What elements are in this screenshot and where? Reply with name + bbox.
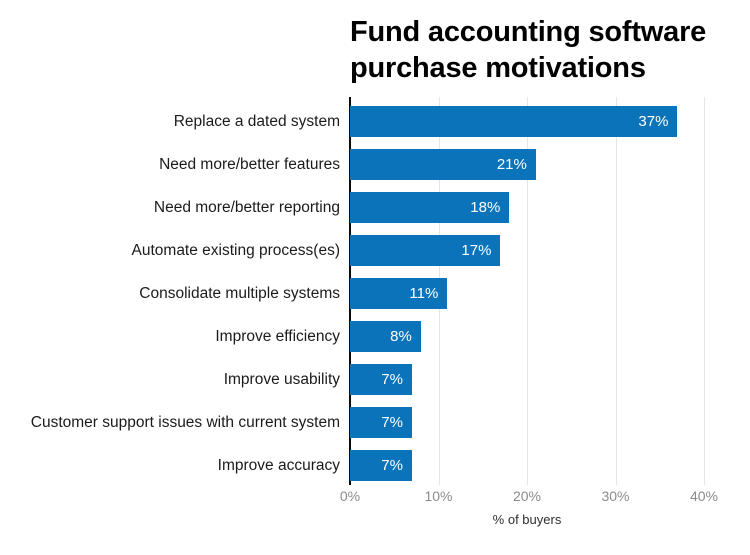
gridline <box>704 97 705 485</box>
bar-value-label: 7% <box>381 371 403 388</box>
chart-title: Fund accounting software purchase motiva… <box>350 16 707 84</box>
chart-row: Customer support issues with current sys… <box>0 401 704 444</box>
bar: 7% <box>350 407 412 438</box>
x-axis-title: % of buyers <box>492 512 562 527</box>
chart-row: Replace a dated system 37% <box>0 100 704 143</box>
gridline <box>527 97 528 485</box>
category-label: Automate existing process(es) <box>131 241 340 259</box>
bar-value-label: 37% <box>638 113 669 130</box>
bar: 8% <box>350 321 421 352</box>
bar: 11% <box>350 278 448 309</box>
category-label: Improve efficiency <box>215 327 340 345</box>
bar-value-label: 17% <box>461 242 492 259</box>
chart-row: Consolidate multiple systems 11% <box>0 272 704 315</box>
bar-value-label: 21% <box>496 156 527 173</box>
category-label: Customer support issues with current sys… <box>30 413 340 431</box>
x-axis: 0% 10% 20% 30% 40% <box>340 488 718 504</box>
x-tick-label: 20% <box>512 488 542 504</box>
bar-value-label: 8% <box>390 328 412 345</box>
bar: 37% <box>350 106 678 137</box>
category-label: Improve usability <box>223 370 340 388</box>
x-tick-label: 30% <box>601 488 630 504</box>
category-label: Improve accuracy <box>217 456 340 474</box>
bar-track: 8% <box>350 321 704 352</box>
bar-track: 7% <box>350 407 704 438</box>
category-label: Replace a dated system <box>173 112 340 130</box>
chart-row: Automate existing process(es) 17% <box>0 229 704 272</box>
bar-track: 7% <box>350 364 704 395</box>
bar-track: 7% <box>350 450 704 481</box>
x-tick-label: 0% <box>339 488 361 504</box>
bar-value-label: 11% <box>409 285 439 302</box>
gridline <box>615 97 617 485</box>
bar-value-label: 18% <box>470 199 501 216</box>
bar-track: 37% <box>350 106 704 137</box>
category-label: Need more/better reporting <box>153 198 340 216</box>
bar: 7% <box>350 450 412 481</box>
chart-rows: Replace a dated system 37% Need more/bette… <box>0 100 704 487</box>
category-label: Need more/better features <box>159 155 340 173</box>
chart-row: Improve efficiency 8% <box>0 315 704 358</box>
chart-row: Need more/better features 21% <box>0 143 704 186</box>
bar-track: 18% <box>350 192 704 223</box>
chart-row: Need more/better reporting 18% <box>0 186 704 229</box>
chart-row: Improve accuracy 7% <box>0 444 704 487</box>
x-tick-label: 10% <box>424 488 453 504</box>
bar: 21% <box>350 149 536 180</box>
bar-track: 11% <box>350 278 704 309</box>
bar-value-label: 7% <box>381 457 403 474</box>
bar-track: 17% <box>350 235 704 266</box>
category-label: Consolidate multiple systems <box>139 284 340 302</box>
bar: 18% <box>350 192 510 223</box>
chart-row: Improve usability 7% <box>0 358 704 401</box>
bar-track: 21% <box>350 149 704 180</box>
bar: 17% <box>350 235 501 266</box>
bar-value-label: 7% <box>381 414 403 431</box>
x-tick-label: 40% <box>689 488 719 504</box>
bar: 7% <box>350 364 412 395</box>
